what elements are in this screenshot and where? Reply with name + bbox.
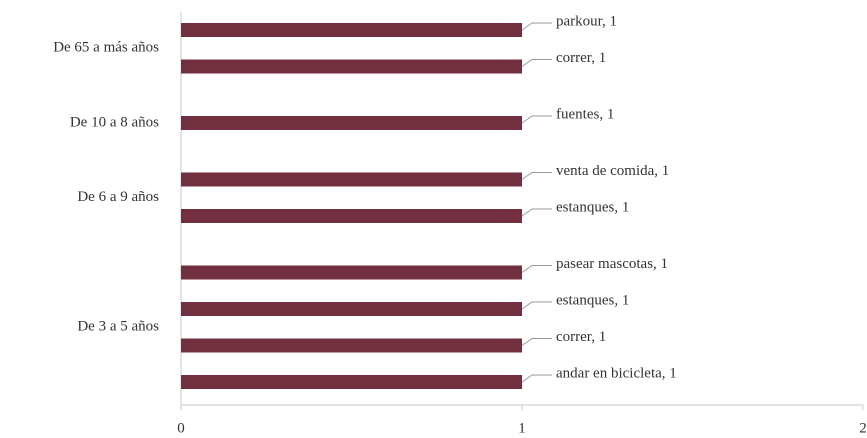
group-label: De 10 a 8 años	[70, 114, 159, 130]
data-label: pasear mascotas, 1	[556, 256, 668, 272]
group-label: De 65 a más años	[53, 40, 159, 56]
leader-line	[521, 115, 552, 124]
data-label: correr, 1	[556, 329, 606, 345]
x-tick-label: 1	[518, 420, 526, 436]
leader-line	[521, 22, 552, 31]
leader-line	[521, 265, 552, 273]
leader-line	[521, 374, 552, 383]
group-label: De 6 a 9 años	[77, 189, 159, 205]
leader-line	[521, 301, 552, 310]
data-label: correr, 1	[556, 50, 606, 66]
bar	[181, 209, 522, 223]
x-tick-label: 2	[859, 420, 867, 436]
data-label: venta de comida, 1	[556, 163, 669, 179]
bar	[181, 116, 522, 130]
leader-line	[521, 208, 552, 217]
data-label: parkour, 1	[556, 13, 617, 29]
bar	[181, 172, 522, 187]
leader-line	[521, 338, 552, 346]
bar	[181, 302, 522, 316]
group-label: De 3 a 5 años	[77, 319, 159, 335]
bar	[181, 265, 522, 280]
data-label: estanques, 1	[556, 292, 629, 308]
leader-line	[521, 59, 552, 67]
data-label: fuentes, 1	[556, 106, 614, 122]
bar	[181, 23, 522, 37]
bar	[181, 59, 522, 74]
bar	[181, 338, 522, 353]
data-label: andar en bicicleta, 1	[556, 365, 677, 381]
leader-line	[521, 172, 552, 180]
x-tick-label: 0	[177, 420, 185, 436]
data-label: estanques, 1	[556, 199, 629, 215]
bar	[181, 375, 522, 389]
